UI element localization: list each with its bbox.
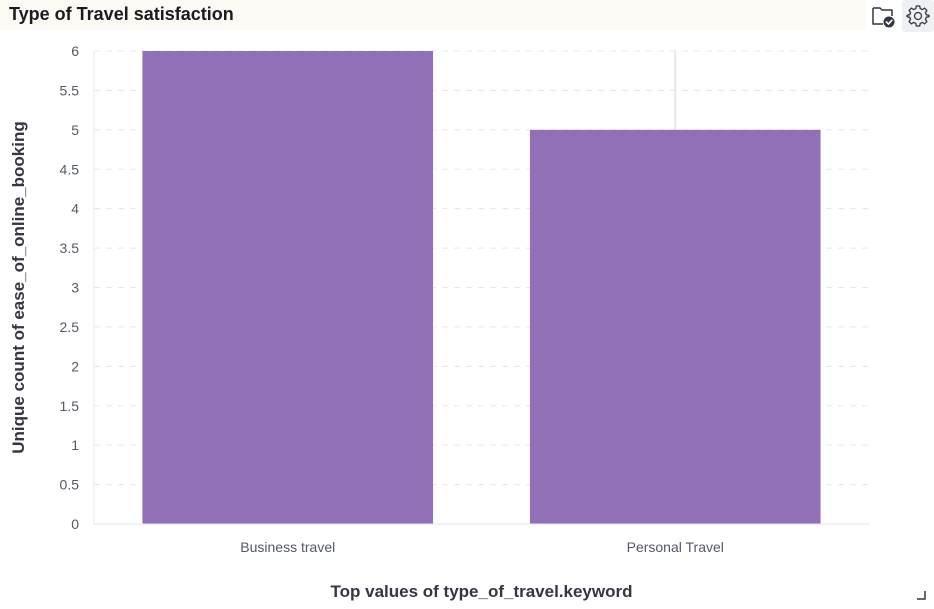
y-tick-label: 0.5 xyxy=(60,477,80,493)
x-tick-label: Business travel xyxy=(240,539,335,555)
panel-title: Type of Travel satisfaction xyxy=(9,4,234,24)
gear-icon xyxy=(906,5,930,27)
x-axis-title: Top values of type_of_travel.keyword xyxy=(331,582,633,601)
y-tick-label: 1 xyxy=(71,437,79,453)
settings-button[interactable] xyxy=(902,0,934,32)
y-tick-label: 3 xyxy=(71,280,79,296)
y-tick-label: 2.5 xyxy=(60,319,80,335)
y-tick-label: 4.5 xyxy=(60,161,80,177)
y-axis-title: Unique count of ease_of_online_booking xyxy=(9,121,28,453)
bar-1[interactable] xyxy=(142,51,434,524)
y-tick-label: 6 xyxy=(71,43,79,59)
y-tick-label: 4 xyxy=(71,201,79,217)
bar-2[interactable] xyxy=(529,129,821,524)
folder-check-icon xyxy=(872,7,895,28)
y-tick-label: 3.5 xyxy=(60,240,80,256)
x-tick-label: Personal Travel xyxy=(627,539,724,555)
y-tick-label: 2 xyxy=(71,358,79,374)
y-tick-label: 1.5 xyxy=(60,398,80,414)
bar-chart: 0 0.5 1 1.5 2 2.5 3 3.5 4 4.5 5 5.5 6 Business travel… xyxy=(9,43,869,601)
folder-check-button[interactable] xyxy=(866,0,900,32)
resize-handle-icon[interactable] xyxy=(916,590,926,600)
y-tick-label: 0 xyxy=(71,516,79,532)
chart-area: 0 0.5 1 1.5 2 2.5 3 3.5 4 4.5 5 5.5 6 Business travel… xyxy=(0,32,934,604)
panel-header: Type of Travel satisfaction xyxy=(0,0,866,30)
y-tick-label: 5.5 xyxy=(60,82,80,98)
y-tick-label: 5 xyxy=(71,122,79,138)
